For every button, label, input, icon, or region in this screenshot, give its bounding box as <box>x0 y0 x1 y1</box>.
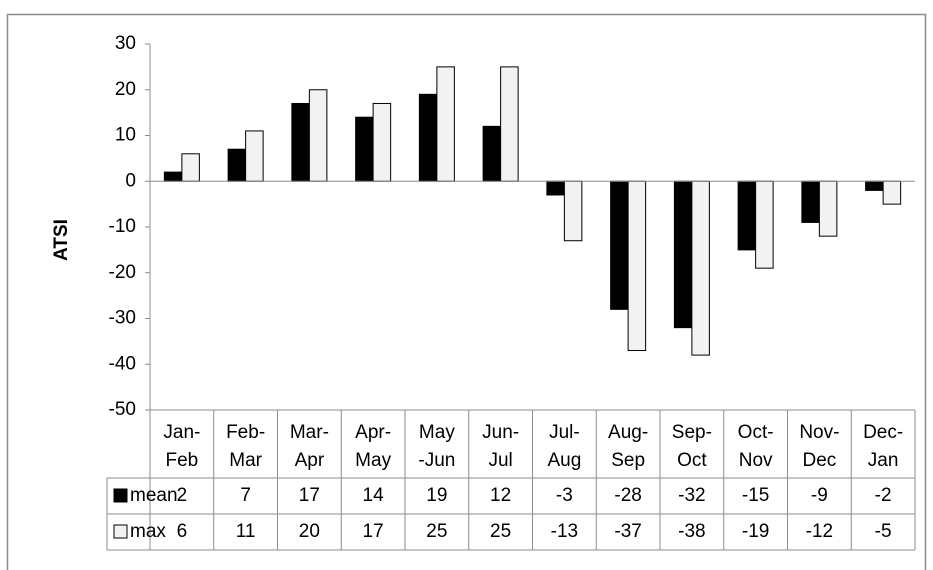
x-tick-label: Jun- <box>482 422 519 443</box>
x-tick-label: Jan <box>868 450 899 471</box>
table-value: 14 <box>363 485 385 506</box>
y-tick-label: -30 <box>109 308 136 329</box>
y-tick-label: 20 <box>115 79 136 100</box>
y-tick-label: 10 <box>115 125 136 146</box>
bar <box>801 180 820 223</box>
x-tick-label: Jul- <box>549 422 580 443</box>
x-tick-label: Feb <box>166 450 199 471</box>
table-value: -32 <box>678 485 705 506</box>
table-value: 17 <box>299 485 320 506</box>
x-tick-label: Sep <box>611 450 645 471</box>
chart-border <box>6 13 927 570</box>
x-tick-label: Apr <box>295 450 325 471</box>
bar <box>755 180 774 269</box>
table-value: -12 <box>806 521 833 542</box>
table-value: 25 <box>426 521 447 542</box>
legend-label: mean <box>130 485 178 506</box>
table-value: 6 <box>177 521 188 542</box>
bar <box>865 180 884 191</box>
table-value: -3 <box>556 485 573 506</box>
x-tick-label: May <box>355 450 391 471</box>
table-value: 11 <box>236 521 256 542</box>
y-axis-label: ATSI <box>51 219 72 261</box>
x-tick-label: Aug- <box>608 422 648 443</box>
table-value: -5 <box>875 521 892 542</box>
x-tick-label: Nov- <box>799 422 839 443</box>
x-tick-label: Aug <box>547 450 581 471</box>
x-tick-label: Dec <box>802 450 836 471</box>
legend-label: max <box>130 521 166 542</box>
table-value: 25 <box>490 521 511 542</box>
bar <box>372 102 392 182</box>
y-tick-label: 30 <box>115 33 136 54</box>
bar <box>418 93 438 182</box>
bar <box>818 180 838 237</box>
x-tick-label: Jul <box>488 450 512 471</box>
bar <box>227 148 247 182</box>
x-tick-label: Oct- <box>738 422 774 443</box>
table-value: 7 <box>240 485 251 506</box>
bar <box>673 180 693 329</box>
y-tick-label: -20 <box>109 262 136 283</box>
bar <box>691 180 710 356</box>
y-tick-label: 0 <box>125 170 136 191</box>
legend-swatch <box>113 524 128 539</box>
bar <box>482 125 502 182</box>
y-tick-label: -50 <box>109 399 136 420</box>
bar <box>291 102 310 182</box>
bar <box>500 66 519 182</box>
table-value: 17 <box>363 521 384 542</box>
x-tick-label: -Jun <box>418 450 455 471</box>
table-value: 2 <box>177 485 188 506</box>
bar <box>245 130 264 182</box>
table-value: -9 <box>811 485 828 506</box>
table-value: -19 <box>742 521 769 542</box>
bar <box>610 180 629 310</box>
table-value: -15 <box>742 485 769 506</box>
x-tick-label: May <box>419 422 455 443</box>
bar <box>355 116 374 182</box>
table-value: -37 <box>614 521 641 542</box>
bar <box>627 180 647 352</box>
bar <box>882 180 902 205</box>
table-value: -2 <box>875 485 892 506</box>
table-value: 20 <box>299 521 320 542</box>
table-value: 12 <box>490 485 511 506</box>
x-tick-label: Apr- <box>355 422 391 443</box>
bar <box>546 180 565 196</box>
bar <box>563 180 583 242</box>
bar <box>737 180 757 251</box>
x-tick-label: Dec- <box>863 422 903 443</box>
x-tick-label: Jan- <box>163 422 200 443</box>
bar <box>163 171 183 182</box>
x-tick-label: Mar <box>229 450 262 471</box>
legend-swatch <box>113 488 128 503</box>
x-tick-label: Nov <box>739 450 773 471</box>
table-value: -13 <box>551 521 578 542</box>
y-tick-label: -40 <box>109 353 136 374</box>
x-tick-label: Mar- <box>290 422 329 443</box>
x-tick-label: Sep- <box>672 422 712 443</box>
x-tick-label: Oct <box>677 450 707 471</box>
table-value: -38 <box>678 521 705 542</box>
table-value: -28 <box>614 485 641 506</box>
y-tick-label: -10 <box>109 216 136 237</box>
bar <box>181 153 200 182</box>
bar <box>436 66 455 182</box>
table-value: 19 <box>426 485 447 506</box>
bar <box>308 89 328 182</box>
x-tick-label: Feb- <box>226 422 265 443</box>
